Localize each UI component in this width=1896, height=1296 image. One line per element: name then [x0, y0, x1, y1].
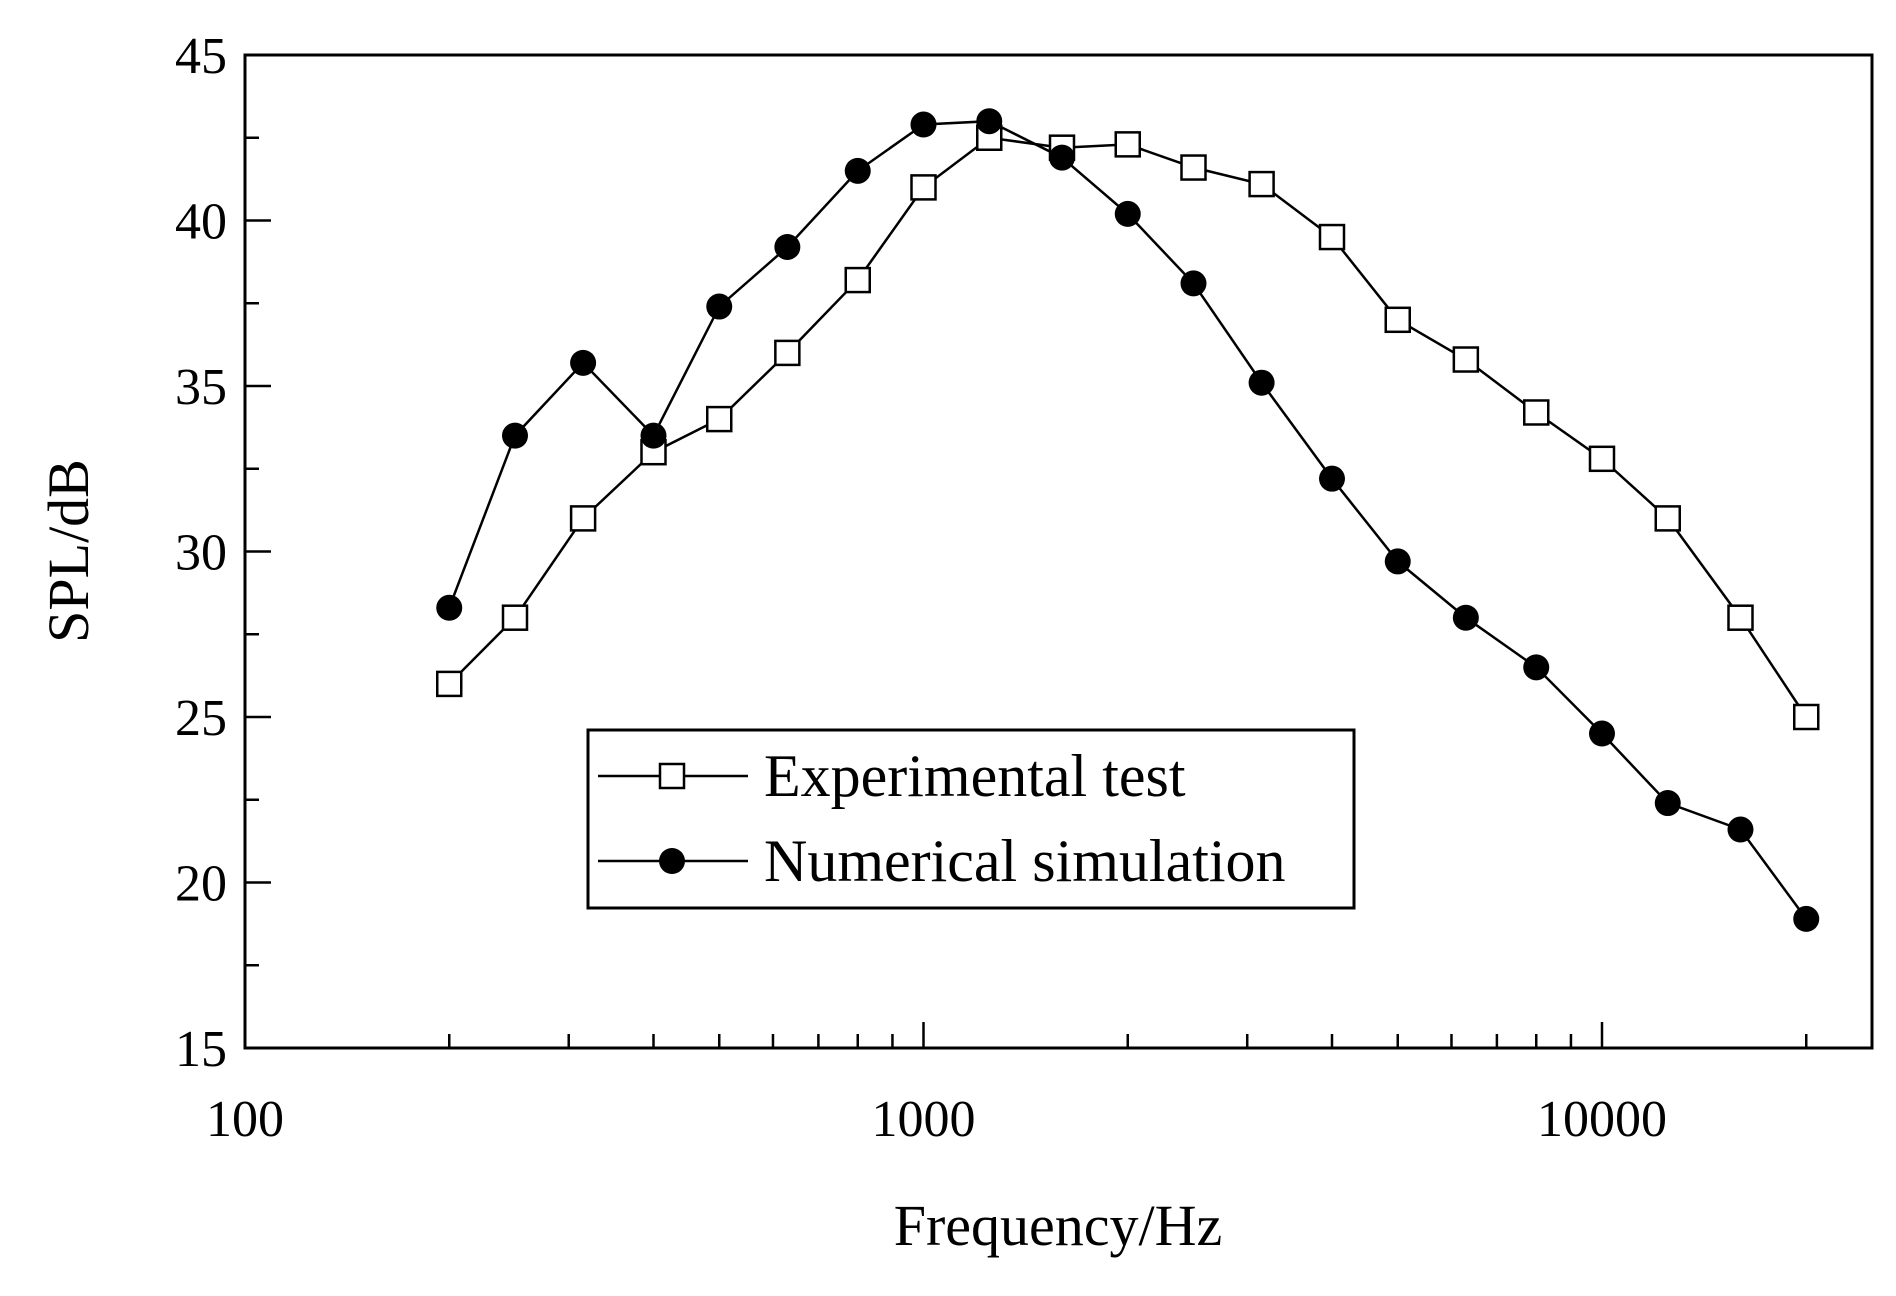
- data-point-numerical: [1654, 790, 1681, 817]
- data-point-numerical: [1114, 200, 1141, 227]
- x-axis-ticks: 100 1000 10000: [206, 1022, 1808, 1148]
- data-point-numerical: [1452, 604, 1479, 631]
- data-point-experimental: [1522, 399, 1550, 426]
- data-point-numerical: [774, 233, 801, 260]
- data-point-experimental: [1384, 306, 1411, 334]
- y-tick-label: 25: [175, 690, 227, 747]
- data-point-numerical: [1384, 548, 1411, 575]
- data-point-experimental: [501, 604, 529, 631]
- data-point-experimental: [435, 670, 463, 698]
- data-point-numerical: [1727, 816, 1754, 843]
- data-point-experimental: [569, 505, 597, 532]
- legend-box: [586, 728, 1356, 910]
- data-point-numerical: [1793, 905, 1820, 932]
- data-point-experimental: [1318, 223, 1346, 251]
- x-tick-label: 10000: [1537, 1091, 1667, 1148]
- y-axis-ticks: 15 20 25 30 35 40 45: [175, 28, 271, 1078]
- data-point-numerical: [1048, 144, 1075, 171]
- legend-marker-numerical: [659, 848, 685, 874]
- data-point-numerical: [976, 108, 1003, 135]
- data-point-numerical: [1523, 654, 1550, 681]
- y-axis-title: SPL/dB: [36, 459, 101, 643]
- data-point-numerical: [1248, 369, 1275, 396]
- legend: Experimental test Numerical simulation: [586, 728, 1356, 910]
- x-tick-label: 100: [206, 1091, 284, 1148]
- data-point-experimental: [1452, 346, 1480, 373]
- data-point-experimental: [1792, 703, 1820, 731]
- data-point-experimental: [1248, 170, 1275, 198]
- data-point-experimental: [1588, 445, 1616, 473]
- data-point-experimental: [844, 266, 871, 294]
- data-point-numerical: [1180, 270, 1207, 297]
- data-point-numerical: [1588, 720, 1615, 747]
- data-point-experimental: [774, 339, 801, 367]
- data-point-numerical: [502, 422, 529, 449]
- y-tick-label: 20: [175, 856, 227, 913]
- x-tick-label: 1000: [871, 1091, 975, 1148]
- y-tick-label: 40: [175, 194, 227, 251]
- x-axis-title: Frequency/Hz: [894, 1193, 1223, 1258]
- legend-marker-experimental: [658, 762, 686, 790]
- data-point-experimental: [1114, 131, 1141, 158]
- data-point-experimental: [910, 174, 937, 201]
- data-point-numerical: [436, 594, 463, 621]
- data-point-experimental: [706, 405, 733, 433]
- legend-label-numerical: Numerical simulation: [764, 828, 1286, 894]
- data-point-numerical: [1318, 465, 1345, 492]
- y-tick-label: 30: [175, 525, 227, 582]
- data-point-experimental: [1180, 154, 1207, 181]
- series-layer: [435, 108, 1820, 932]
- data-point-numerical: [570, 349, 597, 376]
- y-tick-label: 35: [175, 359, 227, 416]
- data-point-numerical: [844, 157, 871, 184]
- data-point-experimental: [1727, 604, 1754, 631]
- y-tick-label: 15: [175, 1021, 227, 1078]
- data-point-numerical: [910, 111, 937, 138]
- data-point-experimental: [1654, 505, 1682, 532]
- data-point-numerical: [706, 293, 733, 320]
- y-tick-label: 45: [175, 28, 227, 85]
- data-point-numerical: [640, 422, 667, 449]
- legend-label-experimental: Experimental test: [764, 743, 1186, 809]
